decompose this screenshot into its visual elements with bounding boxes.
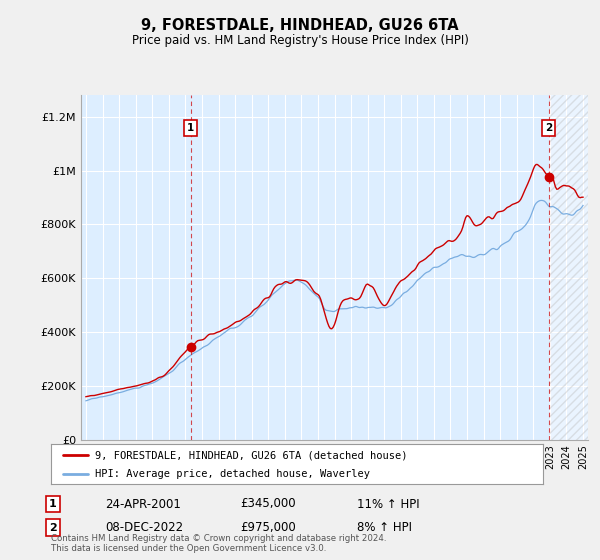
Text: 1: 1: [49, 499, 56, 509]
Text: 24-APR-2001: 24-APR-2001: [105, 497, 181, 511]
Text: 8% ↑ HPI: 8% ↑ HPI: [357, 521, 412, 534]
Text: £345,000: £345,000: [240, 497, 296, 511]
Text: 9, FORESTDALE, HINDHEAD, GU26 6TA: 9, FORESTDALE, HINDHEAD, GU26 6TA: [141, 18, 459, 33]
Text: 2: 2: [49, 522, 56, 533]
Text: 2: 2: [545, 123, 552, 133]
Text: 9, FORESTDALE, HINDHEAD, GU26 6TA (detached house): 9, FORESTDALE, HINDHEAD, GU26 6TA (detac…: [95, 450, 408, 460]
Text: 08-DEC-2022: 08-DEC-2022: [105, 521, 183, 534]
Text: Contains HM Land Registry data © Crown copyright and database right 2024.
This d: Contains HM Land Registry data © Crown c…: [51, 534, 386, 553]
Text: HPI: Average price, detached house, Waverley: HPI: Average price, detached house, Wave…: [95, 469, 370, 479]
Text: 11% ↑ HPI: 11% ↑ HPI: [357, 497, 419, 511]
Text: £975,000: £975,000: [240, 521, 296, 534]
Text: Price paid vs. HM Land Registry's House Price Index (HPI): Price paid vs. HM Land Registry's House …: [131, 34, 469, 46]
Text: 1: 1: [187, 123, 194, 133]
Bar: [548, 95, 588, 440]
